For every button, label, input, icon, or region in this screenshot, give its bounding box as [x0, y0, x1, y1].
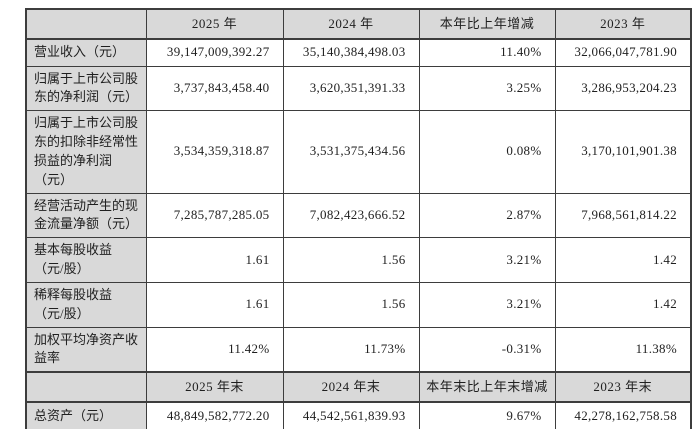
value-2023: 11.38%: [554, 326, 692, 373]
value-change: 0.08%: [418, 110, 556, 194]
value-2025: 48,849,582,772.20: [145, 401, 284, 429]
value-2025: 39,147,009,392.27: [145, 38, 284, 67]
value-2023: 1.42: [554, 237, 692, 283]
table-row-net-profit: 归属于上市公司股东的净利润（元） 3,737,843,458.40 3,620,…: [25, 65, 692, 112]
row-label: 稀释每股收益（元/股）: [25, 281, 147, 328]
value-2024: 35,140,384,498.03: [282, 38, 420, 67]
header-empty-cell: [25, 8, 147, 40]
header-2023: 2023 年: [554, 8, 692, 40]
value-change: -0.31%: [418, 326, 556, 373]
table-header-row-annual: 2025 年 2024 年 本年比上年增减 2023 年: [25, 8, 692, 40]
value-2023: 7,968,561,814.22: [554, 192, 692, 239]
table-row-operating-cash-flow: 经营活动产生的现金流量净额（元） 7,285,787,285.05 7,082,…: [25, 192, 692, 239]
header-2025-end: 2025 年末: [145, 371, 284, 404]
row-label: 总资产（元）: [25, 401, 147, 429]
value-change: 3.25%: [418, 65, 556, 112]
value-2024: 1.56: [282, 281, 420, 328]
row-label: 加权平均净资产收益率: [25, 326, 147, 373]
header-empty-cell: [25, 371, 147, 404]
value-2023: 32,066,047,781.90: [554, 38, 692, 67]
table-row-net-profit-excl-nonrecurring: 归属于上市公司股东的扣除非经常性损益的净利润（元） 3,534,359,318.…: [25, 110, 692, 194]
header-2025: 2025 年: [145, 8, 284, 40]
value-change: 3.21%: [418, 281, 556, 328]
value-2024: 7,082,423,666.52: [282, 192, 420, 239]
value-change: 2.87%: [418, 192, 556, 239]
value-2023: 3,170,101,901.38: [554, 110, 692, 194]
value-2025: 3,534,359,318.87: [145, 110, 284, 194]
value-2025: 1.61: [145, 281, 284, 328]
value-2023: 1.42: [554, 281, 692, 328]
header-year-end-change: 本年末比上年末增减: [418, 371, 556, 404]
value-change: 9.67%: [418, 401, 556, 429]
header-2023-end: 2023 年末: [554, 371, 692, 404]
financial-summary-table: 2025 年 2024 年 本年比上年增减 2023 年 营业收入（元） 39,…: [25, 8, 692, 429]
row-label: 经营活动产生的现金流量净额（元）: [25, 192, 147, 239]
table-row-total-assets: 总资产（元） 48,849,582,772.20 44,542,561,839.…: [25, 401, 692, 429]
row-label: 归属于上市公司股东的扣除非经常性损益的净利润（元）: [25, 110, 147, 194]
value-2025: 1.61: [145, 237, 284, 283]
value-2023: 42,278,162,758.58: [554, 401, 692, 429]
table-row-revenue: 营业收入（元） 39,147,009,392.27 35,140,384,498…: [25, 38, 692, 67]
value-change: 11.40%: [418, 38, 556, 67]
value-2024: 11.73%: [282, 326, 420, 373]
row-label: 营业收入（元）: [25, 38, 147, 67]
value-2023: 3,286,953,204.23: [554, 65, 692, 112]
table-row-basic-eps: 基本每股收益（元/股） 1.61 1.56 3.21% 1.42: [25, 237, 692, 283]
value-2025: 11.42%: [145, 326, 284, 373]
header-2024: 2024 年: [282, 8, 420, 40]
value-2024: 1.56: [282, 237, 420, 283]
row-label: 归属于上市公司股东的净利润（元）: [25, 65, 147, 112]
value-2024: 3,620,351,391.33: [282, 65, 420, 112]
value-2024: 44,542,561,839.93: [282, 401, 420, 429]
table-row-diluted-eps: 稀释每股收益（元/股） 1.61 1.56 3.21% 1.42: [25, 281, 692, 328]
value-2025: 3,737,843,458.40: [145, 65, 284, 112]
value-2025: 7,285,787,285.05: [145, 192, 284, 239]
header-2024-end: 2024 年末: [282, 371, 420, 404]
row-label: 基本每股收益（元/股）: [25, 237, 147, 283]
table-header-row-year-end: 2025 年末 2024 年末 本年末比上年末增减 2023 年末: [25, 371, 692, 404]
header-yoy-change: 本年比上年增减: [418, 8, 556, 40]
value-2024: 3,531,375,434.56: [282, 110, 420, 194]
table-row-weighted-avg-roe: 加权平均净资产收益率 11.42% 11.73% -0.31% 11.38%: [25, 326, 692, 373]
value-change: 3.21%: [418, 237, 556, 283]
